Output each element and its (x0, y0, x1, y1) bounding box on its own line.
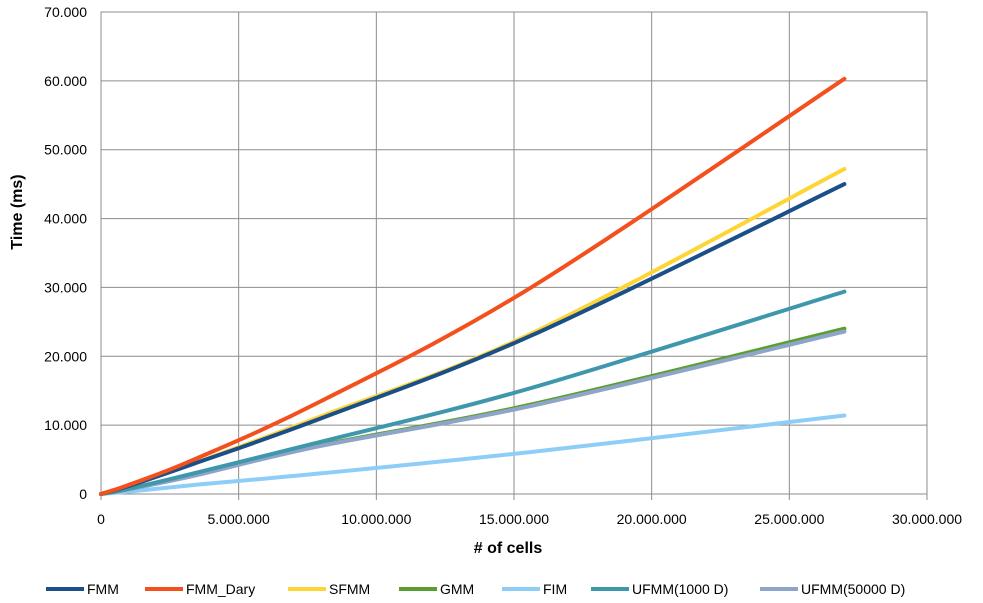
legend-item-gmm: GMM (399, 581, 474, 597)
legend-label: UFMM(1000 D) (632, 581, 728, 597)
x-tick-label: 10.000.000 (341, 511, 411, 527)
legend-label: SFMM (329, 581, 370, 597)
legend-item-fmm-dary: FMM_Dary (145, 581, 255, 597)
axes: Time (ms) # of cells 0 10.000 20.000 30.000… (9, 4, 962, 557)
legend-label: UFMM(50000 D) (801, 581, 905, 597)
x-tick-label: 30.000.000 (892, 511, 962, 527)
series-line-fim (99, 413, 847, 496)
x-tick-label: 25.000.000 (754, 511, 824, 527)
legend-label: GMM (440, 581, 474, 597)
legend: FMM FMM_Dary SFMM GMM FIM UFMM(1000 D) UFMM(50… (46, 581, 905, 597)
legend-label: FMM (87, 581, 119, 597)
y-tick-label: 10.000 (44, 417, 87, 433)
y-tick-label: 60.000 (44, 73, 87, 89)
legend-label: FIM (543, 581, 567, 597)
plot-area-border (100, 11, 928, 495)
legend-item-ufmm-50000-d: UFMM(50000 D) (760, 581, 905, 597)
series-line-fmm-dary (99, 76, 847, 496)
x-axis-title: # of cells (474, 540, 543, 557)
y-tick-label: 20.000 (44, 348, 87, 364)
x-tick-label: 0 (97, 511, 105, 527)
legend-item-sfmm: SFMM (288, 581, 370, 597)
legend-item-fmm: FMM (46, 581, 119, 597)
legend-item-fim: FIM (502, 581, 567, 597)
series-line-sfmm (99, 167, 847, 496)
x-tick-label: 15.000.000 (479, 511, 549, 527)
y-tick-label: 30.000 (44, 279, 87, 295)
legend-item-ufmm-1000-d: UFMM(1000 D) (591, 581, 728, 597)
y-tick-label: 70.000 (44, 4, 87, 20)
series-line-ufmm-1000-d (99, 289, 847, 496)
y-tick-label: 0 (79, 486, 87, 502)
grid (100, 11, 928, 500)
y-tick-label: 40.000 (44, 211, 87, 227)
y-tick-label: 50.000 (44, 142, 87, 158)
x-tick-label: 5.000.000 (208, 511, 270, 527)
legend-label: FMM_Dary (186, 581, 255, 597)
x-tick-label: 20.000.000 (617, 511, 687, 527)
y-axis-title: Time (ms) (9, 174, 26, 249)
series (99, 76, 847, 496)
